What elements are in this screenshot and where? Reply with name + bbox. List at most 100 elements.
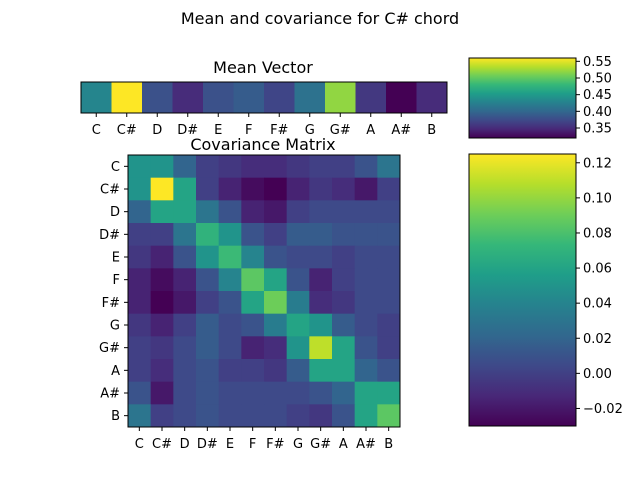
covariance-x-tick-label: C [135,437,144,452]
covariance-cell [173,200,197,224]
covariance-cell [309,359,333,383]
covariance-cell [150,336,174,360]
covariance-cell [196,155,220,179]
covariance-cell [332,313,356,337]
covariance-y-tick-label: A [111,364,120,379]
covariance-cell [196,359,220,383]
covariance-colorbar-tick-label: 0.02 [583,332,612,347]
covariance-cell [286,268,310,292]
mean-cell-gsharp [325,82,356,113]
covariance-cell [309,200,333,224]
mean-cell-dsharp [172,82,204,113]
covariance-y-tick-label: G# [99,341,120,356]
covariance-cell [332,245,356,269]
covariance-cell [196,200,220,224]
covariance-frame [127,154,401,428]
covariance-cell [309,177,333,201]
mean-colorbar [468,57,577,139]
covariance-cell [264,313,288,337]
covariance-cell [128,381,152,405]
mean-colorbar-tick-label: 0.45 [583,88,612,103]
covariance-cell [354,223,378,247]
mean-cell-csharp [111,82,143,113]
covariance-cell [128,155,152,179]
covariance-cell [309,336,333,360]
covariance-cell [241,359,265,383]
covariance-cell [128,177,152,201]
covariance-cell [264,155,288,179]
mean-cell-e [203,82,234,113]
covariance-cell [332,268,356,292]
covariance-cell [286,291,310,315]
mean-x-tick-label: C [92,123,101,138]
covariance-cell [173,404,197,428]
mean-vector-heatmap [81,82,448,113]
covariance-cell [286,381,310,405]
covariance-cell [354,200,378,224]
covariance-cell [264,177,288,201]
covariance-y-tick-label: D# [99,228,120,243]
covariance-cell [150,268,174,292]
covariance-cell [377,200,401,224]
mean-colorbar-tick-label: 0.40 [583,105,612,120]
covariance-cell [377,245,401,269]
covariance-x-tick-label: G [293,437,303,452]
mean-vector-frame [80,81,448,114]
covariance-cell [377,223,401,247]
covariance-y-axis: C C# D D# EF F# G G# A A# B [99,160,128,424]
covariance-cell [196,313,220,337]
covariance-cell [286,177,310,201]
covariance-cell [173,336,197,360]
covariance-cell [332,381,356,405]
covariance-cell [218,177,242,201]
covariance-matrix-title: Covariance Matrix [190,135,335,154]
covariance-colorbar-tick-label: 0.08 [583,226,612,241]
covariance-cell [332,200,356,224]
covariance-cell [241,245,265,269]
covariance-colorbar-tick-label: 0.04 [583,297,612,312]
mean-x-tick-label: G [305,123,315,138]
covariance-cell [264,381,288,405]
covariance-cell [241,404,265,428]
covariance-heatmap [128,155,401,428]
covariance-cell [332,359,356,383]
covariance-cell [332,223,356,247]
mean-x-tick-label: F# [270,123,288,138]
mean-cell-fsharp [264,82,295,113]
covariance-x-tick-label: D [180,437,190,452]
covariance-cell [173,177,197,201]
covariance-cell [128,245,152,269]
covariance-cell [196,223,220,247]
covariance-y-tick-label: E [112,251,120,266]
covariance-cell [264,359,288,383]
mean-x-tick-label: A# [391,123,411,138]
covariance-cell [377,336,401,360]
mean-colorbar-tick-label: 0.55 [583,55,612,70]
covariance-cell [150,200,174,224]
covariance-x-tick-label: E [226,437,234,452]
covariance-x-tick-label: B [384,437,393,452]
covariance-cell [196,245,220,269]
covariance-cell [128,291,152,315]
covariance-colorbar [468,153,577,427]
mean-cell-f [233,82,265,113]
covariance-x-tick-label: A# [356,437,376,452]
covariance-cell [354,359,378,383]
mean-x-tick-label: B [427,123,436,138]
covariance-cell [150,245,174,269]
covariance-cell [309,245,333,269]
covariance-x-tick-label: C# [152,437,172,452]
covariance-cell [241,381,265,405]
covariance-cell [218,381,242,405]
covariance-cell [332,155,356,179]
covariance-cell [332,177,356,201]
covariance-cell [218,268,242,292]
covariance-cell [218,291,242,315]
mean-vector-x-axis: C C# D D# E F F# G G# A A# B [92,113,436,138]
covariance-cell [264,291,288,315]
covariance-y-tick-label: F# [102,296,120,311]
covariance-cell [286,336,310,360]
covariance-cell [218,404,242,428]
mean-colorbar-tick-label: 0.50 [583,72,612,87]
